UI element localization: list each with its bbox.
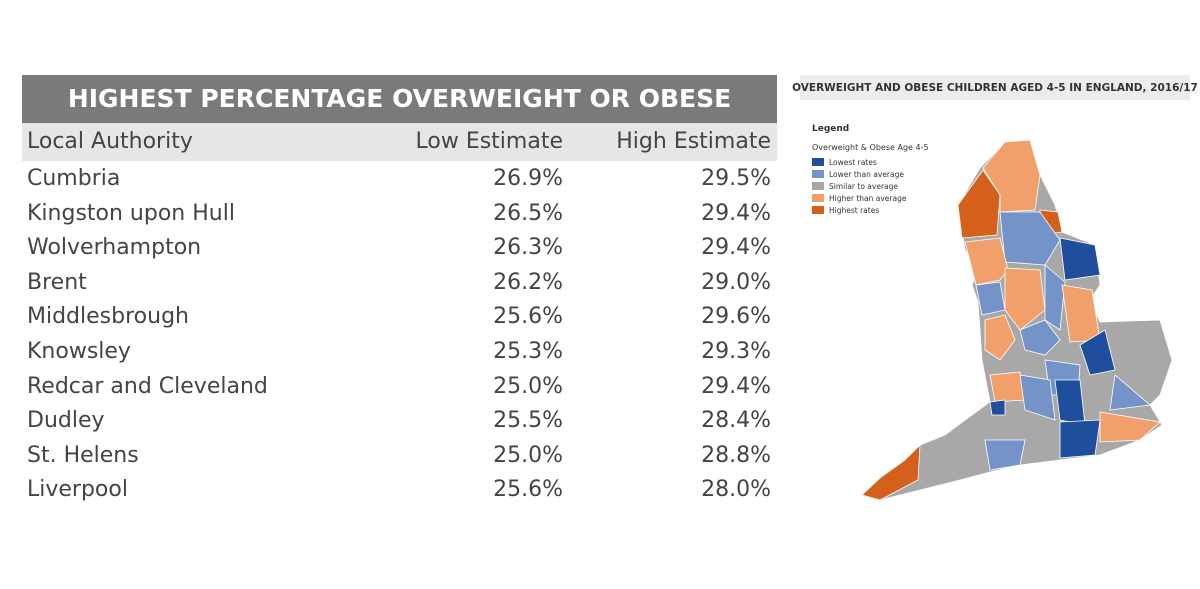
table-cell: 29.4%	[701, 200, 771, 226]
legend-label: Similar to average	[829, 182, 898, 191]
table-cell: Wolverhampton	[27, 235, 202, 261]
legend-swatch	[812, 158, 824, 166]
table-cell: Brent	[27, 269, 87, 295]
legend-label: Lower than average	[829, 170, 904, 179]
table-cell: 25.6%	[493, 304, 563, 330]
table-cell: 25.5%	[493, 408, 563, 434]
table-cell: 25.6%	[493, 477, 563, 503]
legend-title: Legend	[812, 124, 849, 134]
legend-label: Higher than average	[829, 194, 907, 203]
table-cell: Liverpool	[27, 477, 128, 503]
table-cell: 29.4%	[701, 373, 771, 399]
table-cell: 28.8%	[701, 442, 771, 468]
table-cell: Redcar and Cleveland	[27, 373, 268, 399]
table-header: Local Authority Low Estimate High Estimate	[22, 123, 777, 161]
table-cell: Knowsley	[27, 339, 131, 364]
table-title: HIGHEST PERCENTAGE OVERWEIGHT OR OBESE	[22, 75, 777, 123]
table-cell: 26.2%	[493, 269, 563, 295]
table-cell: 29.3%	[701, 339, 771, 364]
legend-label: Highest rates	[829, 206, 879, 215]
map-title: OVERWEIGHT AND OBESE CHILDREN AGED 4-5 I…	[792, 82, 1198, 94]
header-cell: Low Estimate	[415, 129, 564, 154]
table-cell: 28.0%	[701, 477, 771, 503]
legend-swatch	[812, 170, 824, 178]
table-cell: 25.3%	[493, 339, 563, 364]
table-cell: 26.3%	[493, 235, 563, 261]
table-cell: Dudley	[27, 408, 105, 434]
table-row: Redcar and Cleveland 25.0% 29.4%	[22, 370, 777, 405]
header-cell: High Estimate	[616, 129, 771, 154]
table-row: Kingston upon Hull 26.5% 29.4%	[22, 197, 777, 232]
table-row: Middlesbrough 25.6% 29.6%	[22, 300, 777, 335]
table-cell: Kingston upon Hull	[27, 200, 235, 226]
table-row: Dudley 25.5% 28.4%	[22, 404, 777, 439]
table-cell: Middlesbrough	[27, 304, 189, 330]
table-cell: 26.5%	[493, 200, 563, 226]
legend-subtitle: Overweight & Obese Age 4-5	[812, 143, 929, 152]
legend-swatch	[812, 182, 824, 190]
table-row: Knowsley 25.3% 29.3%	[22, 335, 777, 370]
legend-swatch	[812, 206, 824, 214]
legend: Lowest rates Lower than average Similar to…	[812, 158, 907, 215]
legend-swatch	[812, 194, 824, 202]
table-cell: 29.4%	[701, 235, 771, 261]
table-row: Cumbria 26.9% 29.5%	[22, 162, 777, 197]
table-row: Brent 26.2% 29.0%	[22, 266, 777, 301]
table-cell: 28.4%	[701, 408, 771, 434]
table-cell: 29.0%	[701, 269, 771, 295]
table-cell: 29.6%	[701, 304, 771, 330]
table-cell: Cumbria	[27, 166, 121, 191]
table-cell: 25.0%	[493, 442, 563, 468]
table-cell: 29.5%	[701, 166, 771, 191]
map-title-bar	[800, 75, 1190, 100]
legend-label: Lowest rates	[829, 158, 877, 167]
table-cell: St. Helens	[27, 442, 139, 468]
england-map	[861, 139, 1173, 501]
header-cell: Local Authority	[27, 129, 193, 154]
table-row: Wolverhampton 26.3% 29.4%	[22, 231, 777, 266]
table-row: St. Helens 25.0% 28.8%	[22, 439, 777, 474]
table-cell: 25.0%	[493, 373, 563, 399]
table-row: Liverpool 25.6% 28.0%	[22, 473, 777, 508]
table-cell: 26.9%	[493, 166, 563, 191]
